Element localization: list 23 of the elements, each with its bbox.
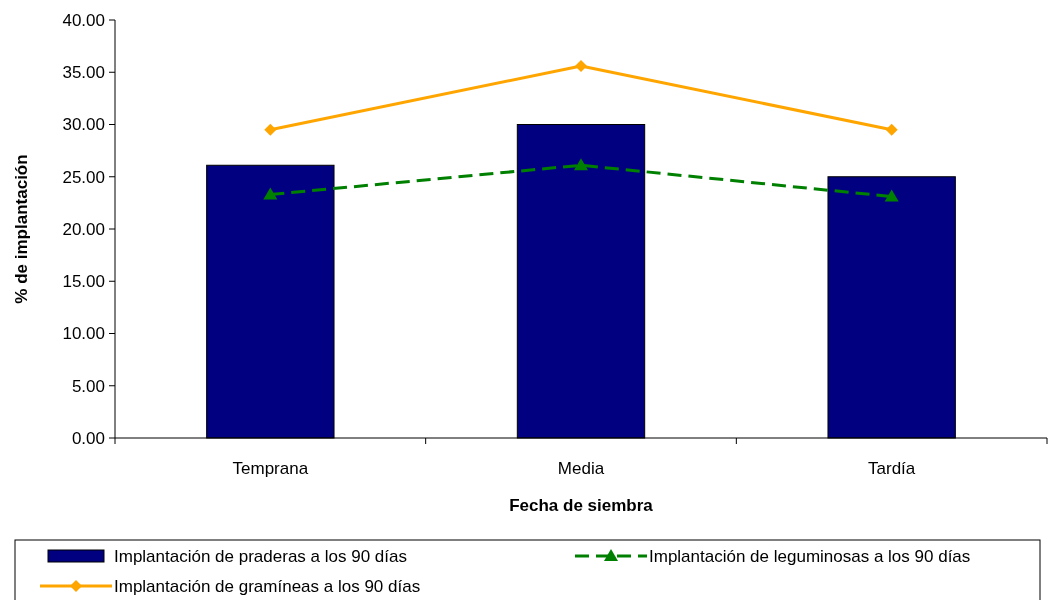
y-tick-label: 35.00 [62,63,105,83]
y-tick-label: 10.00 [62,324,105,344]
y-tick-label: 40.00 [62,10,105,30]
legend-label: Implantación de leguminosas a los 90 días [649,546,971,566]
point [884,189,899,202]
y-tick-label: 5.00 [71,376,105,396]
x-tick-label: Temprana [232,459,309,478]
point [575,59,587,72]
y-tick-label: 15.00 [62,272,105,292]
point [263,187,278,200]
y-tick-label: 20.00 [62,219,105,239]
point [264,123,277,136]
y-axis-title: % de implantación [12,154,31,304]
point [574,158,588,171]
x-axis-title: Fecha de siembra [509,496,654,515]
y-tick-label: 0.00 [71,428,105,448]
point [885,123,898,136]
legend-label: Implantación de praderas a los 90 días [114,546,407,566]
x-tick-label: Media [557,459,605,478]
y-tick-label: 25.00 [62,167,105,187]
x-tick-label: Tardía [868,459,916,478]
legend-label: Implantación de gramíneas a los 90 días [114,576,421,596]
y-tick-label: 30.00 [62,115,105,135]
